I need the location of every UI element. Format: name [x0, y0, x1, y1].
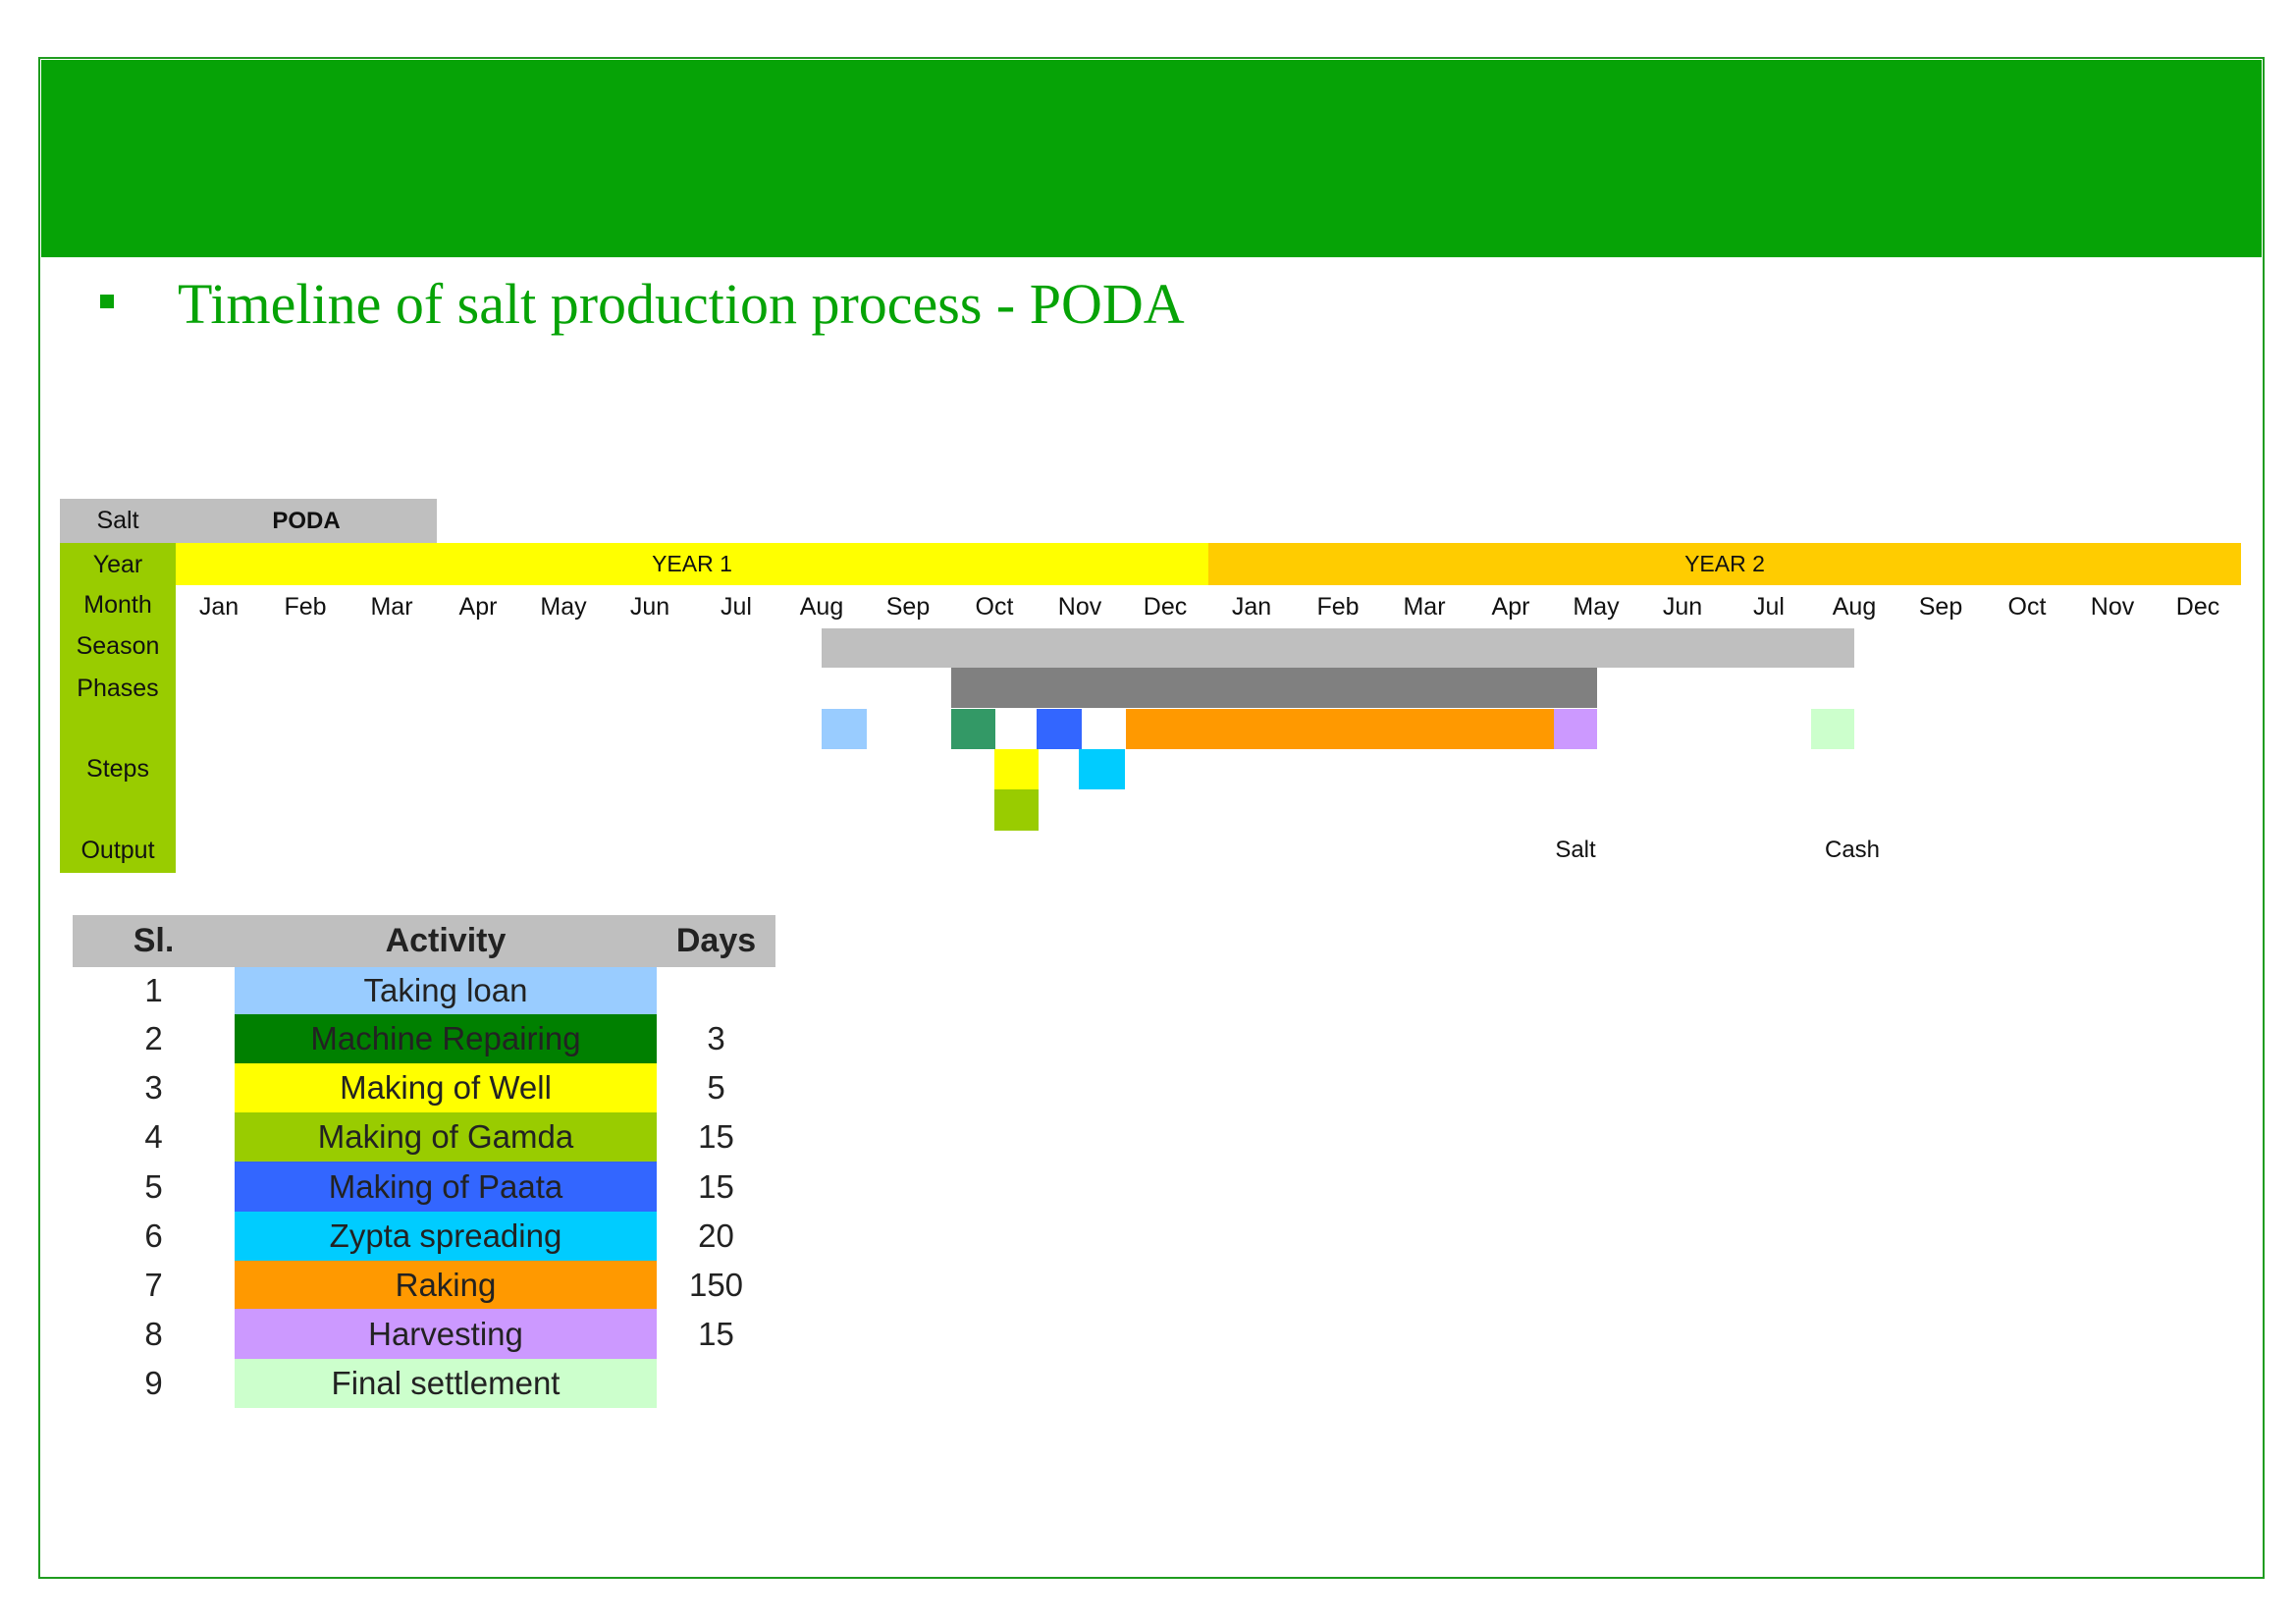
legend-activity: Machine Repairing — [310, 1020, 581, 1056]
season-bar — [822, 628, 1854, 668]
legend-sl: 1 — [144, 972, 163, 1008]
month-cell: Apr — [458, 593, 498, 621]
legend-color-cell — [235, 1063, 657, 1112]
output-salt: Salt — [1555, 837, 1596, 863]
month-cell: Jun — [1662, 593, 1703, 621]
month-cell: Jan — [198, 593, 240, 621]
month-cell: Dec — [1143, 593, 1188, 621]
legend-color-cell — [235, 1309, 657, 1359]
legend-sl: 6 — [144, 1217, 163, 1254]
month-cell: Aug — [1832, 593, 1877, 621]
step-taking-loan — [822, 709, 867, 749]
salt-label: Salt — [96, 507, 139, 534]
legend-header-sl: Sl. — [133, 922, 175, 959]
phases-label: Phases — [77, 675, 159, 702]
month-cell: Sep — [885, 593, 931, 621]
year-label: Year — [92, 551, 143, 578]
month-cell: Feb — [1316, 593, 1360, 621]
legend-activity: Making of Paata — [328, 1168, 563, 1205]
month-cell: Sep — [1918, 593, 1963, 621]
year1-bar — [176, 543, 1208, 585]
legend-days: 3 — [707, 1020, 725, 1056]
legend-days — [657, 1359, 775, 1408]
legend-days: 150 — [688, 1267, 744, 1303]
step-making-of-well — [994, 749, 1039, 789]
legend-activity: Making of Gamda — [317, 1118, 574, 1155]
legend-header-days: Days — [675, 922, 757, 959]
legend-sl: 4 — [144, 1118, 163, 1155]
legend-sl: 3 — [144, 1069, 163, 1106]
step-machine-repairing — [951, 709, 995, 749]
legend-sl: 7 — [144, 1267, 163, 1303]
month-cell: Jul — [721, 593, 752, 621]
season-label: Season — [76, 632, 160, 660]
legend-color-cell — [235, 967, 657, 1014]
step-making-of-paata — [1037, 709, 1082, 749]
month-cell: Oct — [2007, 593, 2047, 621]
bullet-icon — [100, 295, 114, 308]
month-cell: Jun — [629, 593, 670, 621]
legend-days — [657, 967, 775, 1014]
legend-sl: 9 — [144, 1365, 163, 1401]
legend-activity: Zypta spreading — [329, 1217, 562, 1254]
legend-color-cell — [235, 1261, 657, 1309]
step-making-of-gamda — [994, 789, 1039, 831]
legend-sl: 5 — [144, 1168, 163, 1205]
month-cell: Jan — [1231, 593, 1272, 621]
month-cell: May — [540, 593, 587, 621]
month-cell: Nov — [2090, 593, 2135, 621]
legend-header-row — [73, 915, 775, 967]
legend-header-activity: Activity — [385, 922, 507, 959]
year2-label: YEAR 2 — [1684, 551, 1765, 576]
output-label: Output — [80, 837, 155, 864]
legend-sl: 8 — [144, 1316, 163, 1352]
legend-activity: Raking — [395, 1267, 497, 1303]
output-cash: Cash — [1824, 837, 1881, 863]
phases-bar — [951, 668, 1597, 708]
salt-label-cell — [60, 499, 176, 543]
step-raking — [1126, 709, 1554, 749]
legend-color-cell — [235, 1162, 657, 1212]
legend-activity: Making of Well — [340, 1069, 552, 1106]
legend-sl: 2 — [144, 1020, 163, 1056]
month-cell: Mar — [370, 593, 413, 621]
slide-frame — [38, 57, 2265, 1579]
legend-color-cell — [235, 1112, 657, 1162]
month-cell: May — [1573, 593, 1620, 621]
legend-days: 15 — [698, 1168, 734, 1205]
legend-activity: Final settlement — [331, 1365, 561, 1401]
step-harvesting — [1554, 709, 1597, 749]
month-cell: Oct — [975, 593, 1014, 621]
step-final-settlement — [1811, 709, 1854, 749]
month-cell: Aug — [799, 593, 844, 621]
month-cell: Jul — [1753, 593, 1785, 621]
salt-value-cell — [176, 499, 437, 543]
month-cell: Apr — [1491, 593, 1530, 621]
month-cell: Nov — [1057, 593, 1102, 621]
legend-activity: Harvesting — [368, 1316, 523, 1352]
month-cell: Dec — [2175, 593, 2220, 621]
year2-bar — [1208, 543, 2241, 585]
legend-days: 15 — [698, 1118, 734, 1155]
steps-label: Steps — [86, 755, 149, 783]
legend-days: 15 — [698, 1316, 734, 1352]
row-label-column — [60, 543, 176, 873]
legend-color-cell — [235, 1014, 657, 1063]
step-zypta-spreading — [1079, 749, 1125, 789]
header-banner — [41, 60, 2262, 257]
legend-days: 5 — [707, 1069, 725, 1106]
legend-activity: Taking loan — [363, 972, 528, 1008]
legend-color-cell — [235, 1212, 657, 1261]
legend-color-cell — [235, 1359, 657, 1408]
month-label: Month — [83, 591, 152, 619]
salt-value: PODA — [272, 508, 341, 534]
month-cell: Mar — [1403, 593, 1446, 621]
slide-title: Timeline of salt production process - PO… — [178, 272, 1185, 336]
legend-days: 20 — [698, 1217, 734, 1254]
year1-label: YEAR 1 — [652, 551, 732, 576]
month-cell: Feb — [284, 593, 327, 621]
